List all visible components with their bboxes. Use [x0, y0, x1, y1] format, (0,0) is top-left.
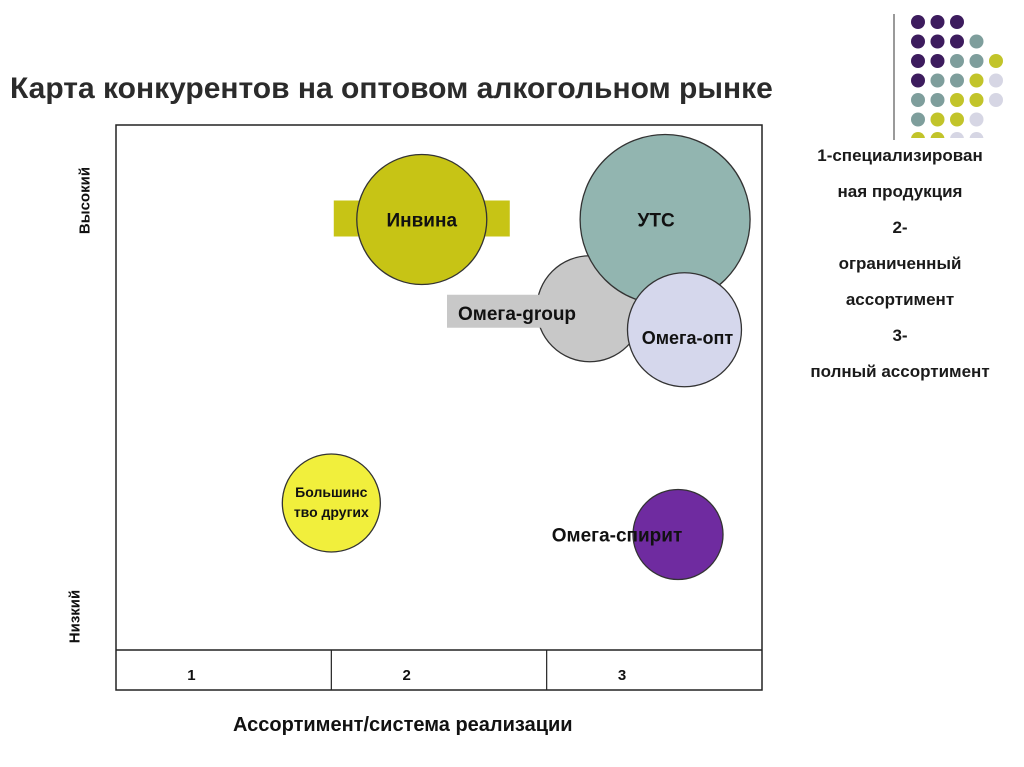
legend-line: 2-	[892, 218, 908, 237]
decor-dot	[911, 93, 925, 107]
bubble-most-others	[281, 453, 381, 553]
legend-line: ограниченный	[838, 254, 962, 273]
decor-dot	[969, 132, 984, 138]
decor-dot	[950, 15, 964, 29]
y-axis-low-label: Низкий	[66, 589, 84, 644]
x-tick-label: 1	[187, 667, 195, 684]
decor-dot	[911, 112, 925, 127]
y-axis-high-label: Высокий	[76, 166, 94, 235]
decor-dot	[930, 112, 945, 127]
decor-dot	[950, 112, 964, 127]
decor-dot	[950, 132, 964, 138]
decor-dot	[911, 54, 925, 68]
decor-dot	[930, 93, 945, 107]
decor-dot	[930, 54, 945, 68]
x-axis-title: Ассортимент/система реализации	[233, 714, 573, 736]
bubble-label-omega-opt: Омега-опт	[642, 328, 734, 348]
bubble-omega-spirit	[632, 488, 724, 581]
decor-dot	[969, 73, 984, 88]
slide-title: Карта конкурентов на оптовом алкогольном…	[10, 72, 773, 105]
decor-dot	[911, 34, 925, 49]
bubble-invina	[356, 153, 488, 286]
bubble-label-uts: УТС	[638, 211, 675, 232]
decor-dot	[989, 93, 1003, 107]
decor-dot	[969, 93, 984, 107]
x-tick-label: 3	[618, 667, 626, 684]
decor-dot	[950, 93, 964, 107]
decor-dot	[969, 54, 984, 68]
decor-dot	[969, 34, 984, 49]
decor-dot	[911, 132, 925, 138]
bubble-label-invina: Инвина	[386, 211, 457, 232]
legend-line: ассортимент	[845, 290, 955, 309]
decor-dot	[911, 73, 925, 88]
legend-line: ная продукция	[837, 182, 963, 201]
legend-line: 1-специализирован	[817, 146, 983, 165]
bubble-label-omega-group: Омега-group	[458, 304, 576, 325]
x-tick-label: 2	[403, 667, 411, 684]
legend-line: полный ассортимент	[810, 362, 990, 381]
decor-dot	[989, 54, 1003, 68]
decor-dot	[930, 73, 945, 88]
bubble-omega-opt	[626, 272, 743, 388]
decor-dot	[930, 34, 945, 49]
decor-dot	[911, 15, 925, 29]
decor-dot	[930, 15, 945, 29]
decor-dot	[989, 73, 1003, 88]
decor-dot	[930, 132, 945, 138]
decor-dot	[950, 73, 964, 88]
decor-divider	[893, 14, 895, 140]
plot-frame	[115, 124, 763, 691]
decor-dot	[950, 54, 964, 68]
legend: 1-специализирован ная продукция 2- огран…	[780, 138, 1020, 390]
decor-dot-grid	[911, 15, 1003, 138]
omega-group-label-band	[447, 294, 603, 328]
bubble-label-omega-spirit: Омега-спирит	[552, 526, 683, 547]
decor-dot	[969, 112, 984, 127]
bubble-label-most-others: Большинс тво других	[294, 484, 369, 520]
legend-line: 3-	[892, 326, 908, 345]
decor-dot	[950, 34, 964, 49]
